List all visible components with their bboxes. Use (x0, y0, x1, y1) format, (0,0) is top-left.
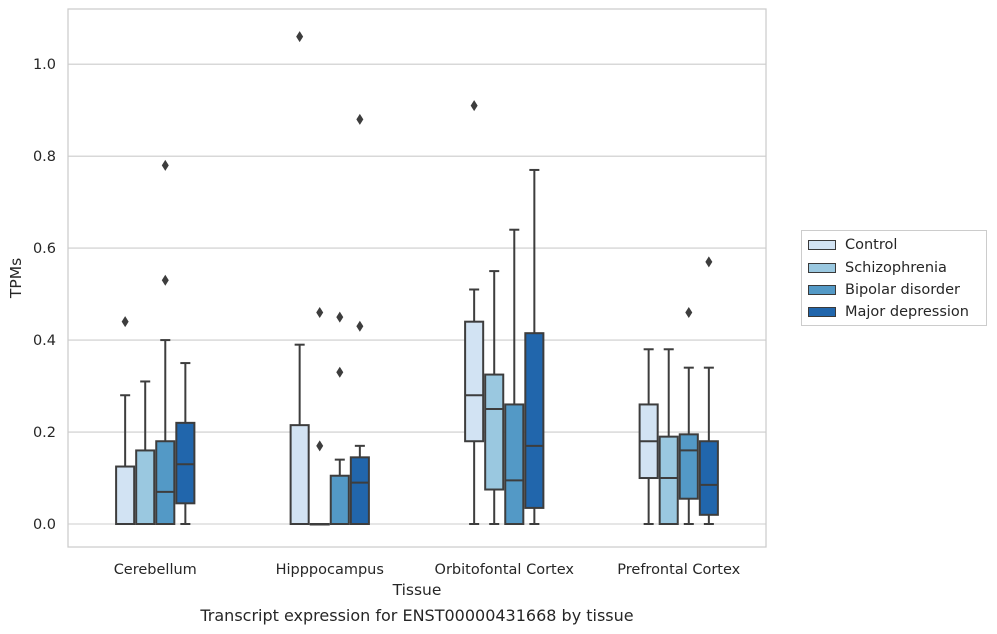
box-plots (115, 31, 719, 526)
box-major-depression (698, 256, 719, 526)
box-control (115, 316, 136, 526)
outlier-point (316, 440, 324, 452)
series-bipolar-disorder (155, 159, 699, 526)
box-iqr (329, 474, 350, 526)
outlier-point (316, 306, 324, 318)
x-tick-label: Orbitofontal Cortex (435, 562, 575, 578)
box-control (638, 348, 659, 526)
box-iqr (155, 440, 176, 526)
legend-item-major-depression: Major depression (808, 302, 969, 322)
box-schizophrenia (309, 306, 330, 526)
box-bipolar-disorder (155, 159, 176, 526)
x-tick-labels: Cerebellum Hipppocampus Orbitofontal Corte… (114, 562, 741, 578)
plot-frame (67, 8, 767, 548)
x-axis-label: Tissue (392, 581, 442, 599)
box-iqr (349, 456, 370, 526)
box-schizophrenia (135, 380, 156, 526)
legend-label-schizophrenia: Schizophrenia (845, 260, 947, 276)
box-iqr (135, 449, 156, 526)
outlier-point (336, 366, 344, 378)
figure-caption: Transcript expression for ENST0000043166… (200, 606, 634, 625)
legend-label-major-depression: Major depression (845, 304, 969, 320)
box-iqr (698, 440, 719, 516)
legend-item-bipolar-disorder: Bipolar disorder (808, 280, 960, 300)
y-axis-label: TPMs (7, 258, 25, 299)
legend-item-schizophrenia: Schizophrenia (808, 258, 947, 278)
y-tick-labels: 0.0 0.2 0.4 0.6 0.8 1.0 (33, 57, 56, 533)
box-schizophrenia (484, 270, 505, 526)
box-major-depression (524, 168, 545, 526)
y-tick-label: 0.4 (33, 333, 56, 349)
box-iqr (289, 424, 310, 526)
y-tick-label: 0.0 (33, 517, 56, 533)
box-iqr (175, 421, 196, 505)
series-schizophrenia (135, 270, 679, 526)
outlier-point (121, 316, 129, 328)
box-iqr (658, 435, 679, 526)
x-tick-label: Hipppocampus (276, 562, 384, 578)
legend-swatch-control (808, 240, 836, 250)
y-tick-label: 0.8 (33, 149, 56, 165)
outlier-point (685, 306, 693, 318)
box-major-depression (175, 362, 196, 526)
outlier-point (336, 311, 344, 323)
box-major-depression (349, 113, 370, 526)
legend-swatch-bipolar-disorder (808, 285, 836, 295)
series-control (115, 31, 659, 526)
outlier-point (356, 113, 364, 125)
box-iqr (504, 403, 525, 526)
legend-label-control: Control (845, 237, 898, 253)
box-control (289, 31, 310, 526)
x-tick-label: Cerebellum (114, 562, 197, 578)
box-schizophrenia (658, 348, 679, 526)
box-bipolar-disorder (329, 311, 350, 526)
x-tick-label: Prefrontal Cortex (617, 562, 740, 578)
box-iqr (524, 332, 545, 509)
box-iqr (678, 433, 699, 500)
y-tick-label: 0.2 (33, 425, 56, 441)
outlier-point (705, 256, 713, 268)
box-bipolar-disorder (678, 306, 699, 526)
y-tick-label: 0.6 (33, 241, 56, 257)
legend-item-control: Control (808, 235, 897, 255)
legend-swatch-major-depression (808, 307, 836, 317)
legend-label-bipolar-disorder: Bipolar disorder (845, 282, 960, 298)
outlier-point (161, 274, 169, 286)
legend: Control Schizophrenia Bipolar disorder M… (801, 230, 987, 326)
legend-swatch-schizophrenia (808, 263, 836, 273)
y-tick-label: 1.0 (33, 57, 56, 73)
outlier-point (296, 31, 304, 43)
outlier-point (356, 320, 364, 332)
box-iqr (464, 320, 485, 443)
box-bipolar-disorder (504, 228, 525, 526)
box-iqr (115, 465, 136, 526)
outlier-point (161, 159, 169, 171)
series-major-depression (175, 113, 719, 526)
box-iqr (484, 373, 505, 491)
box-control (464, 100, 485, 526)
outlier-point (470, 100, 478, 112)
